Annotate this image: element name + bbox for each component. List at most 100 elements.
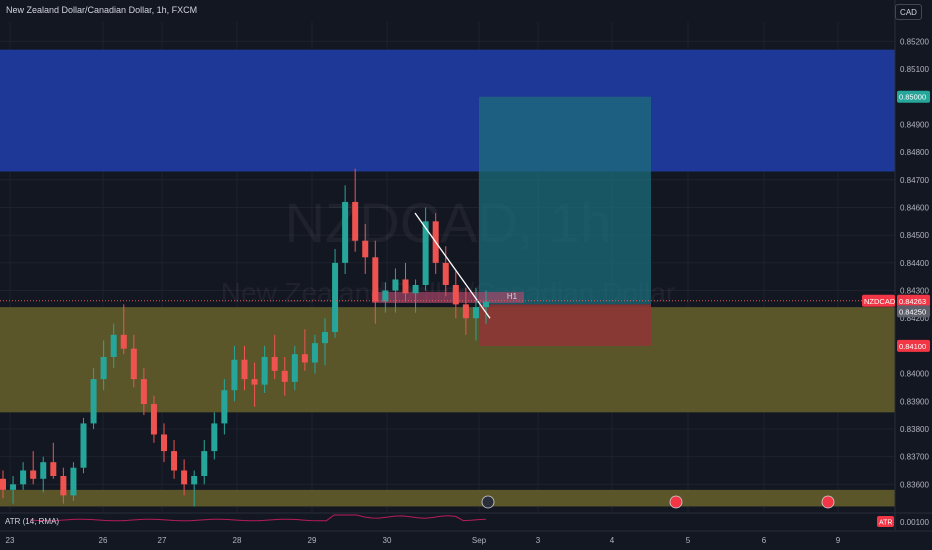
candle-body xyxy=(483,301,489,308)
target-zone xyxy=(479,96,651,305)
currency-button[interactable]: CAD xyxy=(895,4,922,20)
candle-body xyxy=(150,404,157,435)
y-tick-label: 0.83600 xyxy=(900,480,929,489)
y-tick-label: 0.85100 xyxy=(900,65,929,74)
candle-body xyxy=(311,343,318,363)
calendar-event-icon xyxy=(669,495,683,509)
y-tick-label: 0.84400 xyxy=(900,259,929,268)
chart-title: New Zealand Dollar/Canadian Dollar, 1h, … xyxy=(6,5,198,15)
candle-body xyxy=(201,451,208,477)
candle-body xyxy=(332,262,339,333)
candle-body xyxy=(161,434,167,452)
price-label: 0.84250 xyxy=(899,307,926,316)
x-tick-label: 3 xyxy=(536,536,541,545)
candle-body xyxy=(342,201,349,263)
candle-body xyxy=(80,423,87,468)
candle-body xyxy=(110,334,117,357)
y-tick-label: 0.84700 xyxy=(900,176,929,185)
candle-body xyxy=(442,262,449,285)
candle-body xyxy=(472,307,479,319)
price-label-bg xyxy=(897,339,930,352)
price-label: 0.85000 xyxy=(899,93,926,102)
price-label-bg xyxy=(897,305,930,318)
atr-badge xyxy=(877,516,894,527)
candle-body xyxy=(392,279,399,291)
candle-body xyxy=(191,476,198,485)
candle-body xyxy=(130,348,137,380)
candle-body xyxy=(70,467,77,496)
stop-zone xyxy=(479,304,651,346)
candle-body xyxy=(251,379,258,385)
y-tick-label: 0.84600 xyxy=(900,203,929,212)
y-tick-label: 0.84000 xyxy=(900,370,929,379)
x-tick-label: 23 xyxy=(6,536,15,545)
atr-badge-label: ATR xyxy=(879,520,892,527)
x-tick-label: 29 xyxy=(308,536,317,545)
x-tick-label: 5 xyxy=(686,536,691,545)
candle-body xyxy=(382,290,389,302)
candle-body xyxy=(452,284,459,305)
candle-body xyxy=(211,423,218,452)
candle-body xyxy=(20,470,27,485)
candle-body xyxy=(181,470,188,485)
candle-body xyxy=(372,257,379,302)
candle-body xyxy=(50,462,57,477)
candle-body xyxy=(462,304,469,319)
x-tick-label: 27 xyxy=(158,536,167,545)
h1-zone-label: H1 xyxy=(507,292,518,301)
price-label: NZDCAD xyxy=(864,297,896,306)
candle-body xyxy=(322,332,328,344)
y-tick-label: 0.84500 xyxy=(900,231,929,240)
candle-body xyxy=(362,240,369,258)
y-tick-label: 0.84900 xyxy=(900,120,929,129)
price-label-bg xyxy=(862,294,895,307)
candle-body xyxy=(301,354,308,363)
zone-rect xyxy=(0,307,895,413)
candle-body xyxy=(291,354,298,382)
candle-body xyxy=(422,221,429,285)
lightning-event-icon xyxy=(481,495,495,509)
x-tick-label: 6 xyxy=(762,536,767,545)
zone-rect xyxy=(0,49,895,172)
y-tick-label: 0.84300 xyxy=(900,287,929,296)
atr-line xyxy=(29,514,487,522)
candle-body xyxy=(60,476,67,496)
candle-body xyxy=(231,359,238,391)
candle-body xyxy=(90,379,97,424)
candle-body xyxy=(100,356,107,380)
y-tick-label: 0.83700 xyxy=(900,453,929,462)
h1-zone xyxy=(372,291,524,303)
atr-indicator-label[interactable]: ATR (14, RMA) xyxy=(5,517,60,526)
candle-body xyxy=(241,359,248,380)
x-tick-label: 9 xyxy=(836,536,841,545)
candle-body xyxy=(402,279,409,294)
atr-axis-value: 0.00100 xyxy=(900,518,929,527)
candle-body xyxy=(10,484,17,490)
y-tick-label: 0.84200 xyxy=(900,314,929,323)
x-tick-label: 26 xyxy=(99,536,108,545)
x-tick-label: 28 xyxy=(233,536,242,545)
candle-body xyxy=(281,370,288,382)
price-label-bg xyxy=(897,90,930,103)
candle-body xyxy=(120,334,127,349)
x-tick-label: 4 xyxy=(610,536,615,545)
y-tick-label: 0.83800 xyxy=(900,425,929,434)
candle-body xyxy=(352,201,359,241)
price-label: 0.84100 xyxy=(899,342,926,351)
price-label: 0.84263 xyxy=(899,297,926,306)
candle-body xyxy=(140,379,147,405)
candle-body xyxy=(261,356,268,385)
candle-body xyxy=(40,462,47,479)
x-tick-label: 30 xyxy=(383,536,392,545)
price-label-bg xyxy=(897,294,930,307)
candle-body xyxy=(412,284,419,294)
candle-body xyxy=(171,451,178,471)
candle-body xyxy=(30,470,37,479)
candle-body xyxy=(221,390,228,424)
candle-body xyxy=(271,356,278,371)
zone-rect xyxy=(0,489,895,507)
candle-body xyxy=(0,478,6,490)
y-tick-label: 0.83900 xyxy=(900,397,929,406)
y-tick-label: 0.85200 xyxy=(900,37,929,46)
